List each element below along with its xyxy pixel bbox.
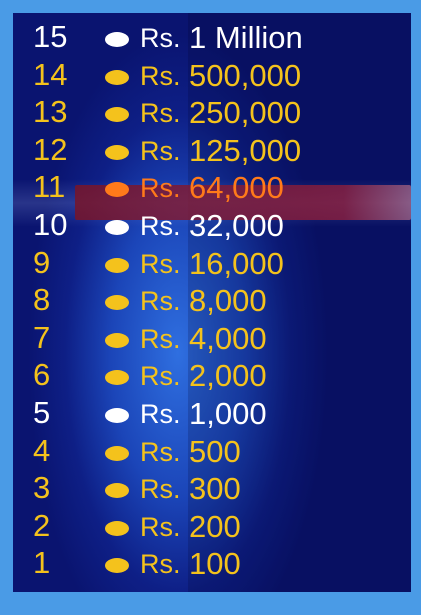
level-number: 6 [33,357,51,393]
currency-label: Rs. [140,135,181,166]
ladder-row-level-1: 1 Rs. 100 [13,545,411,581]
level-marker-icon [105,520,129,536]
ladder-row-level-14: 14 Rs. 500,000 [13,57,411,93]
level-marker-icon [105,370,129,386]
prize-amount: 32,000 [189,208,284,243]
currency-label: Rs. [140,286,181,317]
level-marker-icon [105,445,129,461]
level-marker-icon [105,220,129,235]
level-number: 12 [33,131,68,167]
money-ladder-board: 15 Rs. 1 Million 14 Rs. 500,000 13 Rs. 250,000 12… [13,13,411,592]
level-number: 1 [33,545,51,581]
currency-label: Rs. [140,98,181,129]
level-marker-icon [105,558,129,574]
currency-label: Rs. [140,173,181,204]
level-number: 7 [33,319,51,355]
ladder-row-level-5: 5 Rs. 1,000 [13,395,411,431]
level-number: 8 [33,282,51,318]
level-number: 9 [33,244,51,280]
level-marker-icon [105,32,129,47]
prize-amount: 1 Million [189,20,303,55]
prize-amount: 4,000 [189,320,267,356]
level-marker-icon [105,332,129,348]
currency-label: Rs. [140,23,181,53]
ladder-row-level-13: 13 Rs. 250,000 [13,94,411,130]
currency-label: Rs. [140,211,181,241]
level-marker-icon [105,69,129,85]
prize-amount: 500 [189,433,241,469]
currency-label: Rs. [140,60,181,91]
level-number: 3 [33,470,51,506]
current-level-highlight [75,185,411,220]
level-marker-icon [105,483,129,499]
currency-label: Rs. [140,248,181,279]
level-marker-icon [105,408,129,423]
currency-label: Rs. [140,399,181,429]
prize-amount: 100 [189,546,241,582]
level-marker-icon [105,182,129,198]
currency-label: Rs. [140,361,181,392]
level-number: 15 [33,19,68,54]
prize-amount: 16,000 [189,245,284,281]
level-number: 4 [33,432,51,468]
level-number: 5 [33,395,51,430]
ladder-row-level-6: 6 Rs. 2,000 [13,357,411,393]
ladder-row-level-4: 4 Rs. 500 [13,433,411,469]
level-number: 14 [33,56,68,92]
level-marker-icon [105,257,129,273]
currency-label: Rs. [140,549,181,580]
ladder-row-level-3: 3 Rs. 300 [13,470,411,506]
level-number: 2 [33,507,51,543]
level-number: 11 [33,169,66,205]
prize-amount: 64,000 [189,170,284,206]
ladder-row-level-12: 12 Rs. 125,000 [13,132,411,168]
currency-label: Rs. [140,323,181,354]
money-ladder: 15 Rs. 1 Million 14 Rs. 500,000 13 Rs. 250,000 12… [13,13,411,592]
ladder-row-level-10: 10 Rs. 32,000 [13,207,411,243]
prize-amount: 8,000 [189,283,267,319]
level-marker-icon [105,295,129,311]
prize-amount: 300 [189,471,241,507]
prize-amount: 1,000 [189,396,267,431]
prize-amount: 2,000 [189,358,267,394]
currency-label: Rs. [140,436,181,467]
prize-amount: 500,000 [189,57,302,93]
ladder-row-level-15: 15 Rs. 1 Million [13,19,411,55]
level-marker-icon [105,107,129,123]
prize-amount: 125,000 [189,132,302,168]
currency-label: Rs. [140,511,181,542]
level-number: 10 [33,207,68,242]
prize-amount: 200 [189,508,241,544]
ladder-row-level-8: 8 Rs. 8,000 [13,282,411,318]
level-number: 13 [33,94,68,130]
prize-amount: 250,000 [189,95,302,131]
ladder-row-level-2: 2 Rs. 200 [13,508,411,544]
level-marker-icon [105,144,129,160]
ladder-row-level-7: 7 Rs. 4,000 [13,320,411,356]
ladder-row-level-11: 11 Rs. 64,000 [13,169,411,205]
ladder-row-level-9: 9 Rs. 16,000 [13,245,411,281]
currency-label: Rs. [140,474,181,505]
